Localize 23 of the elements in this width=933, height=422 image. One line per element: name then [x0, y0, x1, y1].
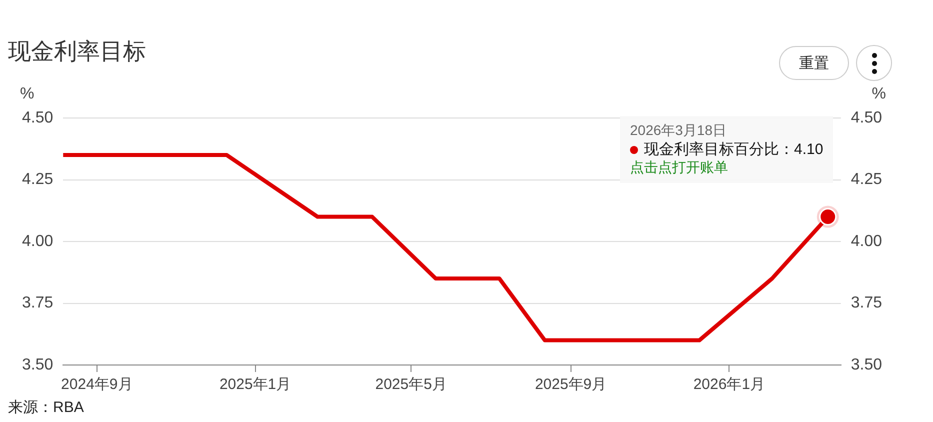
x-tick-label: 2024年9月	[61, 376, 133, 394]
y-axis-title: %	[20, 85, 34, 102]
x-tick-label: 2025年9月	[534, 376, 607, 394]
y-tick-label: 4.00	[22, 232, 54, 250]
y-tick-label: 4.25	[22, 171, 54, 188]
y-tick-label: 4.50	[22, 109, 54, 126]
x-tick-label: 2025年1月	[219, 376, 292, 394]
source-note: 来源：RBA	[8, 398, 84, 417]
y2-tick-label: 3.75	[850, 294, 882, 312]
x-tick-label: 2026年1月	[693, 376, 766, 394]
y2-tick-label: 3.50	[850, 356, 882, 374]
text: 重置	[779, 46, 849, 80]
annotation: 现金利率目标百分比：4.10	[644, 140, 824, 159]
chart-title: 现金利率目标	[8, 37, 146, 66]
annotation: 2026年3月18日	[630, 122, 728, 140]
y-tick-label: 3.75	[22, 294, 54, 312]
x-tick-label: 2025年5月	[375, 376, 447, 394]
y2-tick-label: 4.00	[850, 232, 882, 250]
annotation: 点击点打开账单	[630, 159, 729, 177]
y-tick-label: 3.50	[22, 356, 54, 374]
y2-tick-label: 4.50	[850, 109, 882, 126]
y2-axis-title: %	[872, 85, 886, 102]
y2-tick-label: 4.25	[850, 171, 882, 188]
